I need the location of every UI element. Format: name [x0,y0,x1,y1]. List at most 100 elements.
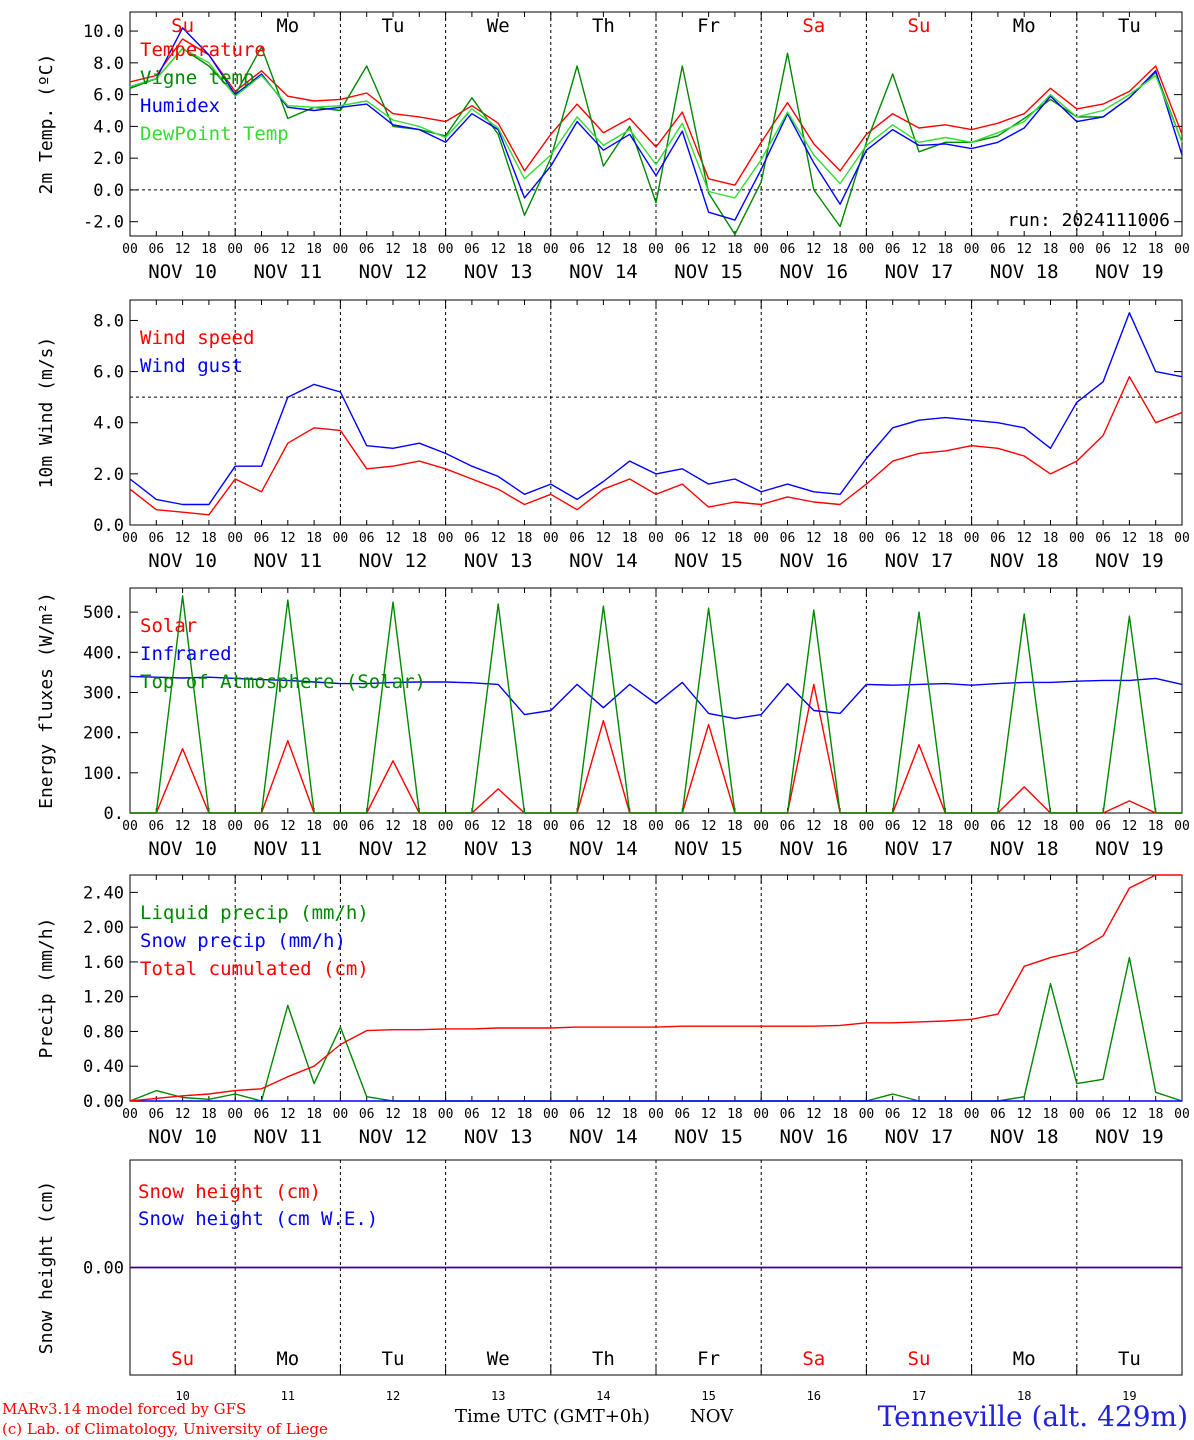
x-hour-label: 06 [674,819,690,834]
x-hour-label: 00 [753,1107,769,1122]
y-tick-label: 2.0 [93,465,124,485]
weekday-label: Tu [1118,15,1141,37]
x-hour-label: 00 [1069,242,1085,257]
x-hour-label: 06 [254,242,270,257]
x-hour-label: 18 [1148,1107,1164,1122]
legend-entry: Temperature [140,39,266,61]
x-hour-label: 12 [1016,531,1032,546]
x-hour-label: 06 [885,819,901,834]
x-hour-label: 18 [201,819,217,834]
y-tick-label: 500. [83,603,124,623]
x-day-number: 15 [701,1389,715,1400]
x-hour-label: 06 [464,531,480,546]
x-hour-label: 18 [306,531,322,546]
x-hour-label: 18 [517,1107,533,1122]
x-hour-label: 18 [1148,531,1164,546]
y-tick-label: 0.00 [83,1259,124,1279]
panel-frame [129,299,1183,526]
x-hour-label: 00 [753,531,769,546]
x-hour-label: 00 [964,531,980,546]
y-tick-label: 0.00 [83,1092,124,1112]
x-date-label: NOV 11 [253,838,322,860]
x-hour-label: 18 [1043,531,1059,546]
x-hour-label: 12 [1122,1107,1138,1122]
x-hour-label: 00 [438,819,454,834]
x-hour-label: 12 [490,242,506,257]
x-date-label: NOV 11 [253,1126,322,1148]
x-hour-label: 18 [1043,1107,1059,1122]
x-hour-label: 00 [648,531,664,546]
y-tick-label: 0.0 [93,516,124,536]
x-hour-label: 00 [438,1107,454,1122]
weekday-label: We [487,1348,510,1370]
x-hour-label: 06 [885,531,901,546]
x-date-label: NOV 19 [1095,838,1164,860]
x-date-label: NOV 10 [148,1126,217,1148]
x-hour-label: 06 [359,1107,375,1122]
x-date-label: NOV 18 [990,838,1059,860]
x-date-label: NOV 15 [674,838,743,860]
x-hour-label: 12 [701,819,717,834]
legend-entry: Vigne temp [140,67,254,89]
x-date-label: NOV 19 [1095,1126,1164,1148]
x-hour-label: 18 [306,819,322,834]
x-date-label: NOV 12 [359,838,428,860]
x-hour-label: 12 [1122,242,1138,257]
x-date-label: NOV 14 [569,261,638,283]
meteogram-chart: -2.0 0.0 2.0 4.0 6.0 8.0 10.0 00 06 12 18 00 06 12 18 0… [36,11,1190,1400]
x-date-label: NOV 19 [1095,261,1164,283]
series-line [129,38,1183,186]
x-hour-label: 18 [727,242,743,257]
y-axis-label: 10m Wind (m/s) [36,337,57,489]
x-hour-label: 12 [1122,819,1138,834]
weekday-label: Sa [802,1348,825,1370]
legend-entry: DewPoint Temp [140,123,289,145]
x-hour-label: 12 [490,1107,506,1122]
x-hour-label: 00 [859,1107,875,1122]
weekday-label: Mo [276,1348,299,1370]
x-date-label: NOV 13 [464,838,533,860]
x-hour-label: 18 [201,242,217,257]
x-hour-label: 00 [859,531,875,546]
weekday-label: Fr [697,15,720,37]
x-hour-label: 12 [175,531,191,546]
x-hour-label: 00 [648,819,664,834]
x-hour-label: 18 [411,1107,427,1122]
month-label: NOV [690,1406,734,1427]
x-hour-label: 06 [780,531,796,546]
x-hour-label: 12 [280,242,296,257]
x-hour-label: 06 [148,819,164,834]
x-hour-label: 06 [464,242,480,257]
x-hour-label: 00 [543,819,559,834]
x-day-number: 12 [386,1389,400,1400]
x-hour-label: 18 [937,1107,953,1122]
x-hour-label: 12 [911,531,927,546]
x-hour-label: 06 [148,1107,164,1122]
x-date-label: NOV 14 [569,838,638,860]
legend-entry: Solar [140,615,197,637]
x-hour-label: 00 [964,242,980,257]
x-date-label: NOV 15 [674,550,743,572]
x-hour-label: 12 [596,1107,612,1122]
y-tick-label: 6.0 [93,86,124,106]
x-hour-label: 18 [727,1107,743,1122]
weekday-label: Tu [382,15,405,37]
x-hour-label: 06 [569,242,585,257]
y-tick-label: 2.00 [83,918,124,938]
x-hour-label: 06 [148,531,164,546]
x-hour-label: 18 [306,1107,322,1122]
x-hour-label: 12 [175,242,191,257]
x-date-label: NOV 18 [990,261,1059,283]
y-axis-label: Precip (mm/h) [36,918,57,1059]
x-hour-label: 00 [122,242,138,257]
x-hour-label: 00 [753,819,769,834]
x-hour-label: 00 [438,531,454,546]
x-hour-label: 06 [254,531,270,546]
x-hour-label: 00 [333,819,349,834]
legend-entry: Snow height (cm) [138,1181,321,1203]
x-hour-label: 12 [385,1107,401,1122]
x-date-label: NOV 13 [464,550,533,572]
x-hour-label: 18 [1148,819,1164,834]
x-hour-label: 00 [1174,242,1190,257]
x-hour-label: 18 [517,531,533,546]
